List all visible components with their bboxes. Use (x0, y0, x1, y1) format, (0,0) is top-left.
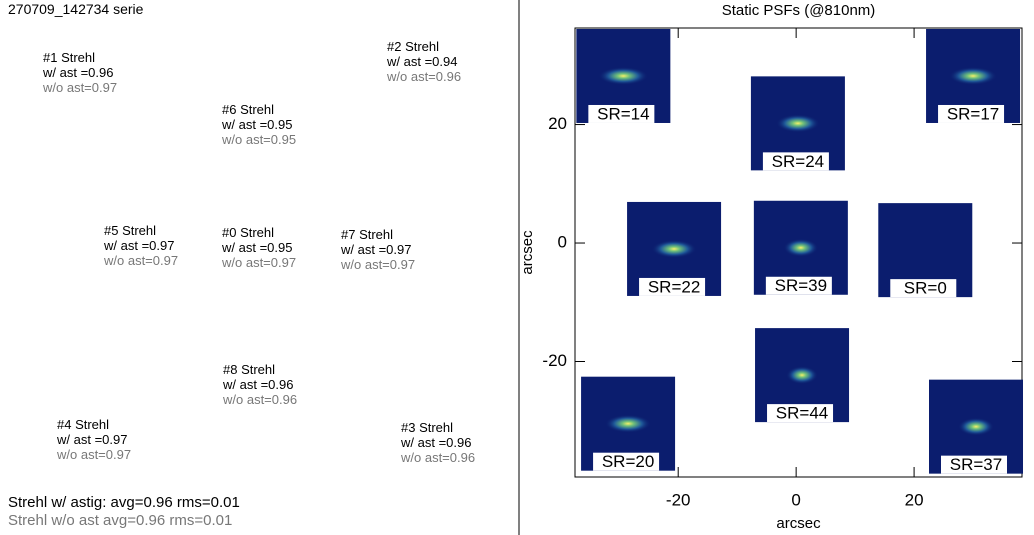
sr-label: SR=39 (775, 276, 827, 295)
psf-image: SR=14 (576, 29, 670, 123)
psf-core (958, 418, 994, 436)
psf-image: SR=17 (926, 29, 1020, 123)
psf-core (949, 67, 997, 85)
strehl-without-ast: w/o ast=0.97 (43, 80, 117, 95)
psf-image: SR=44 (755, 328, 849, 422)
station-label: #7 Strehl (341, 227, 393, 242)
strehl-without-ast: w/o ast=0.96 (223, 392, 297, 407)
strehl-without-ast: w/o ast=0.95 (222, 132, 296, 147)
sr-label: SR=14 (597, 104, 649, 123)
x-axis-label: arcsec (776, 515, 821, 532)
station-label: #1 Strehl (43, 50, 95, 65)
psf-core (652, 240, 697, 258)
psf-image: SR=22 (627, 202, 721, 296)
strehl-with-ast: w/ ast =0.96 (223, 377, 293, 392)
strehl-without-ast: w/o ast=0.97 (222, 255, 296, 270)
sr-label: SR=20 (602, 452, 654, 471)
screenshot: 270709_142734 serie Strehl w/ astig: avg… (0, 0, 1034, 535)
station-label: #2 Strehl (387, 39, 439, 54)
strehl-without-ast: w/o ast=0.97 (341, 257, 415, 272)
strehl-with-ast: w/ ast =0.97 (341, 242, 411, 257)
strehl-with-ast: w/ ast =0.95 (222, 117, 292, 132)
y-axis-label: arcsec (519, 230, 536, 275)
strehl-without-ast: w/o ast=0.97 (57, 447, 131, 462)
y-tick-label: 0 (558, 233, 567, 252)
chart-title: Static PSFs (@810nm) (722, 2, 876, 19)
psf-image: SR=39 (754, 201, 848, 295)
y-tick-label: -20 (542, 351, 567, 370)
station-label: #4 Strehl (57, 417, 109, 432)
psf-core (786, 366, 818, 384)
strehl-with-ast: w/ ast =0.97 (57, 432, 127, 447)
station-label: #5 Strehl (104, 223, 156, 238)
y-tick-label: 20 (548, 114, 567, 133)
sr-label: SR=0 (904, 279, 947, 298)
sr-label: SR=24 (772, 152, 824, 171)
psf-image: SR=20 (581, 377, 675, 471)
strehl-with-ast: w/ ast =0.97 (104, 238, 174, 253)
sr-label: SR=17 (947, 104, 999, 123)
sr-label: SR=44 (776, 404, 828, 423)
sr-label: SR=37 (950, 455, 1002, 474)
x-tick-label: 0 (791, 490, 800, 509)
station-label: #6 Strehl (222, 102, 274, 117)
strehl-without-ast: w/o ast=0.97 (104, 253, 178, 268)
x-tick-label: -20 (666, 490, 691, 509)
station-label: #0 Strehl (222, 225, 274, 240)
sr-label: SR=22 (648, 277, 700, 296)
station-label: #8 Strehl (223, 362, 275, 377)
psf-core (776, 114, 820, 132)
psf-core (605, 415, 651, 433)
psf-core (599, 67, 649, 85)
psf-core (784, 239, 819, 257)
psf-image: SR=0 (878, 203, 972, 297)
strehl-without-ast: w/o ast=0.96 (387, 69, 461, 84)
strehl-with-ast: w/ ast =0.96 (43, 65, 113, 80)
strehl-without-ast: w/o ast=0.96 (401, 450, 475, 465)
strehl-with-ast: w/ ast =0.96 (401, 435, 471, 450)
station-label: #3 Strehl (401, 420, 453, 435)
strehl-with-ast: w/ ast =0.95 (222, 240, 292, 255)
strehl-with-ast: w/ ast =0.94 (387, 54, 457, 69)
psf-image: SR=37 (929, 380, 1023, 474)
x-tick-label: 20 (905, 490, 924, 509)
psf-image: SR=24 (751, 76, 845, 170)
